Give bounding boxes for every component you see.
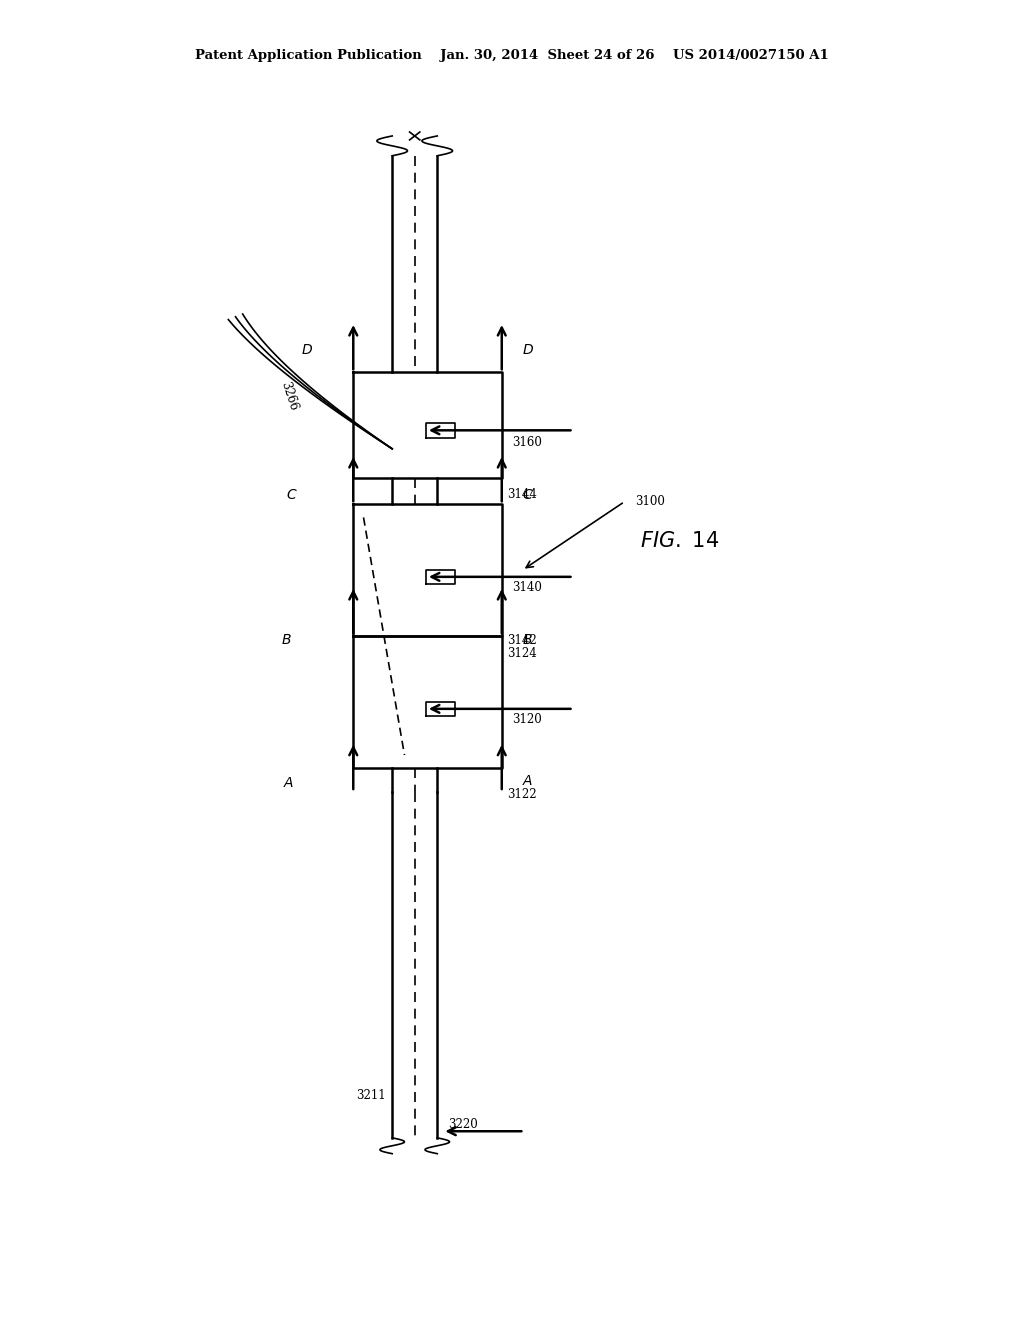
Text: $\mathit{C}$: $\mathit{C}$: [286, 488, 298, 502]
Text: 3142: 3142: [507, 634, 537, 647]
Text: 3144: 3144: [507, 488, 537, 502]
Text: 3100: 3100: [635, 495, 665, 508]
Text: $\mathit{C}$: $\mathit{C}$: [522, 488, 534, 502]
Text: 3266: 3266: [279, 380, 300, 412]
Text: $\mathit{FIG.\ 14}$: $\mathit{FIG.\ 14}$: [640, 531, 719, 552]
Text: $\mathit{A}$: $\mathit{A}$: [283, 776, 295, 789]
Text: $\mathit{B}$: $\mathit{B}$: [282, 634, 292, 647]
Text: 3140: 3140: [512, 581, 542, 594]
Text: 3124: 3124: [507, 647, 537, 660]
Text: 3120: 3120: [512, 713, 542, 726]
Text: 3122: 3122: [507, 788, 537, 801]
Text: 3211: 3211: [356, 1089, 386, 1102]
Text: $\mathit{B}$: $\mathit{B}$: [522, 634, 532, 647]
Text: $\mathit{D}$: $\mathit{D}$: [301, 343, 313, 356]
Text: 3160: 3160: [512, 436, 542, 449]
Text: $\mathit{A}$: $\mathit{A}$: [522, 775, 534, 788]
Text: $\mathit{D}$: $\mathit{D}$: [522, 343, 535, 356]
Text: Patent Application Publication    Jan. 30, 2014  Sheet 24 of 26    US 2014/00271: Patent Application Publication Jan. 30, …: [196, 49, 828, 62]
Text: 3220: 3220: [449, 1118, 478, 1131]
